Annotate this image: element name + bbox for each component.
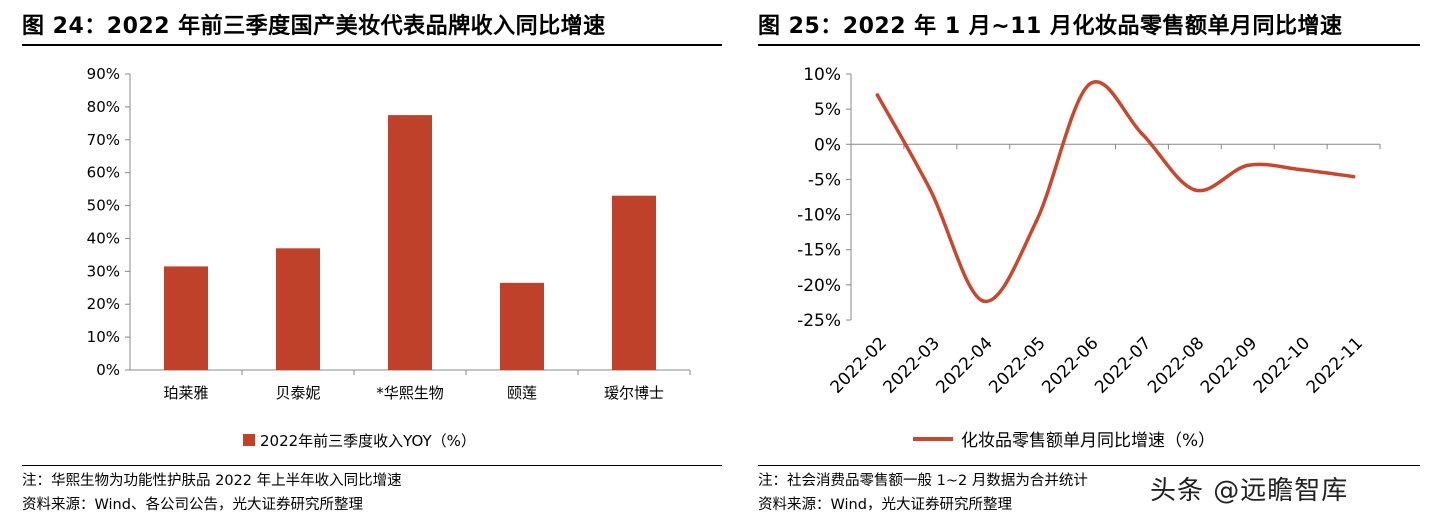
figure-24-source: 资料来源：Wind、各公司公告，光大证券研究所整理 — [22, 497, 363, 513]
line-chart: -25% -20% -15% -10% -5% 0% 5% 10% 2022-022022-03… — [797, 65, 1381, 451]
y-tick-label: 0% — [814, 135, 841, 155]
y-tick-label: 80% — [87, 98, 120, 116]
data-point — [1140, 131, 1144, 136]
y-tick-label: -25% — [797, 311, 841, 331]
y-tick-label: -5% — [808, 170, 841, 190]
x-tick-label: 2022-02 — [827, 333, 891, 397]
x-tick-label: 瑷尔博士 — [604, 384, 664, 402]
bar — [612, 195, 656, 370]
data-point — [981, 299, 986, 303]
legend-label: 化妆品零售额单月同比增速（%） — [961, 431, 1215, 451]
x-tick-label: 2022-06 — [1038, 333, 1102, 397]
data-point — [875, 93, 880, 97]
y-tick-label: -15% — [797, 241, 841, 261]
y-tick-label: -20% — [797, 276, 841, 296]
y-tick-label: 0% — [96, 361, 120, 379]
data-point — [928, 188, 933, 192]
x-tick-label: 颐莲 — [507, 384, 537, 402]
bar — [164, 266, 208, 370]
bar — [500, 282, 544, 370]
x-tick-label: 2022-04 — [932, 333, 996, 397]
bar — [388, 115, 432, 370]
figure-25-note: 注：社会消费品零售额一般 1~2 月数据为合并统计 — [758, 473, 1088, 489]
y-tick-label: 50% — [87, 197, 120, 215]
x-tick-label: *华熙生物 — [376, 384, 444, 402]
data-point — [1245, 163, 1250, 168]
y-tick-label: 40% — [87, 229, 120, 247]
y-tick-label: -10% — [797, 206, 841, 226]
x-tick-label: 2022-08 — [1144, 333, 1208, 397]
y-tick-label: 70% — [87, 131, 120, 149]
bar — [276, 248, 320, 370]
x-tick-label: 贝泰妮 — [275, 384, 320, 402]
figure-24-title: 图 24：2022 年前三季度国产美妆代表品牌收入同比增速 — [22, 14, 606, 39]
series-line — [875, 80, 1356, 303]
data-point — [1087, 82, 1091, 87]
y-tick-label: 10% — [87, 328, 120, 346]
figure-25-note-rule — [758, 465, 1420, 466]
data-point — [1351, 174, 1356, 179]
legend-swatch — [243, 434, 255, 446]
figure-24-panel: 图 24：2022 年前三季度国产美妆代表品牌收入同比增速 0% 10% 20% 30… — [22, 0, 722, 523]
legend-label: 2022年前三季度收入YOY（%） — [260, 432, 476, 450]
figure-25-title: 图 25：2022 年 1 月~11 月化妆品零售额单月同比增速 — [758, 14, 1343, 39]
y-tick-label: 90% — [87, 65, 120, 83]
watermark-text: 头条 @远瞻智库 — [1150, 476, 1349, 506]
data-point — [1034, 219, 1038, 224]
x-tick-label: 珀莱雅 — [163, 384, 208, 402]
y-tick-label: 20% — [87, 295, 120, 313]
x-tick-label: 2022-10 — [1250, 333, 1314, 397]
y-tick-label: 5% — [814, 100, 841, 120]
x-tick-label: 2022-07 — [1091, 333, 1155, 397]
x-tick-label: 2022-03 — [880, 333, 944, 397]
figure-25-title-rule — [758, 44, 1420, 46]
data-point — [1193, 188, 1197, 192]
data-point — [1298, 167, 1303, 172]
figure-25-panel: 图 25：2022 年 1 月~11 月化妆品零售额单月同比增速 -25% -20… — [758, 0, 1420, 523]
y-tick-label: 60% — [87, 164, 120, 182]
x-tick-label: 2022-09 — [1197, 333, 1261, 397]
figure-24-note: 注：华熙生物为功能性护肤品 2022 年上半年收入同比增速 — [22, 473, 402, 489]
x-tick-label: 2022-11 — [1303, 333, 1367, 397]
x-tick-label: 2022-05 — [985, 333, 1049, 397]
figure-24-note-rule — [22, 465, 722, 466]
y-tick-label: 30% — [87, 262, 120, 280]
figure-25-source: 资料来源：Wind，光大证券研究所整理 — [758, 497, 1012, 513]
figure-24-title-rule — [22, 44, 722, 46]
y-tick-label: 10% — [803, 65, 841, 85]
bar-chart: 0% 10% 20% 30% 40% 50% 60% 70% 80% 90% 珀莱雅 贝泰妮 *华熙生物… — [87, 65, 691, 450]
